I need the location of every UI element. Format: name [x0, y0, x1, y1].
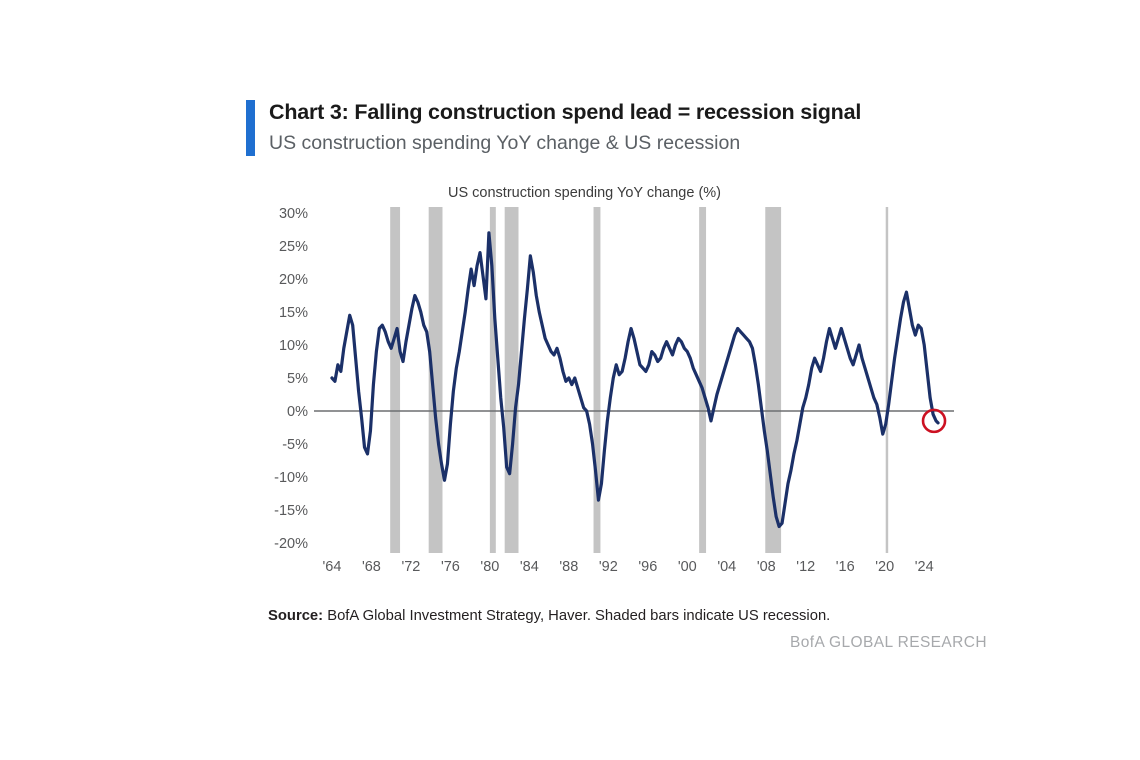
recession-band [593, 207, 601, 553]
recession-band [885, 207, 889, 553]
y-axis-tick-label: -10% [274, 470, 308, 486]
source-label: Source: [268, 608, 324, 624]
x-axis-tick-label: '16 [836, 559, 855, 575]
y-axis-tick-label: 25% [279, 239, 308, 255]
source-note: Source: BofA Global Investment Strategy,… [268, 608, 830, 624]
x-axis-tick-label: '72 [401, 559, 420, 575]
chart-plot-area: US construction spending YoY change (%) … [240, 185, 980, 585]
x-axis-tick-label: '92 [599, 559, 618, 575]
x-axis-tick-label: '88 [559, 559, 578, 575]
x-axis-tick-label: '96 [638, 559, 657, 575]
recession-band [428, 207, 443, 553]
x-axis-tick-label: '04 [717, 559, 736, 575]
y-axis-tick-label: 30% [279, 206, 308, 222]
y-axis-tick-label: -5% [282, 437, 308, 453]
y-axis-tick-label: 10% [279, 338, 308, 354]
recession-band [489, 207, 496, 553]
x-axis-tick-label: '08 [757, 559, 776, 575]
x-axis-tick-label: '76 [441, 559, 460, 575]
chart-inline-title: US construction spending YoY change (%) [448, 185, 721, 201]
source-text: BofA Global Investment Strategy, Haver. … [323, 608, 831, 624]
x-axis-tick-label: '00 [678, 559, 697, 575]
x-axis-tick-label: '12 [796, 559, 815, 575]
recession-band [699, 207, 707, 553]
page-title: Chart 3: Falling construction spend lead… [269, 100, 862, 124]
chart-canvas: 30% 25% 20% 15% 10% 5% 0% -5% -10% -15% -20% '64 '68… [274, 206, 954, 575]
highlight-circle-annotation [921, 408, 947, 434]
recession-band [390, 207, 401, 553]
x-axis-tick-label: '84 [520, 559, 539, 575]
title-accent-bar [246, 100, 255, 157]
y-axis-tick-label: -20% [274, 536, 308, 552]
series-line [330, 231, 940, 529]
title-block: Chart 3: Falling construction spend lead… [246, 100, 861, 157]
y-axis-tick-label: 15% [279, 305, 308, 321]
x-axis-tick-label: '24 [915, 559, 934, 575]
x-axis-tick-label: '20 [875, 559, 894, 575]
y-axis-tick-label: -15% [274, 503, 308, 519]
x-axis-tick-label: '80 [480, 559, 499, 575]
brand-footer: BofA GLOBAL RESEARCH [790, 634, 987, 651]
x-axis-tick-label: '68 [362, 559, 381, 575]
x-axis-tick-label: '64 [322, 559, 341, 575]
y-axis-tick-label: 5% [287, 371, 308, 387]
y-axis-tick-label: 0% [287, 404, 308, 420]
recession-band [504, 207, 519, 553]
y-axis-tick-label: 20% [279, 272, 308, 288]
page-subtitle: US construction spending YoY change & US… [269, 131, 741, 154]
title-texts: Chart 3: Falling construction spend lead… [269, 100, 861, 156]
